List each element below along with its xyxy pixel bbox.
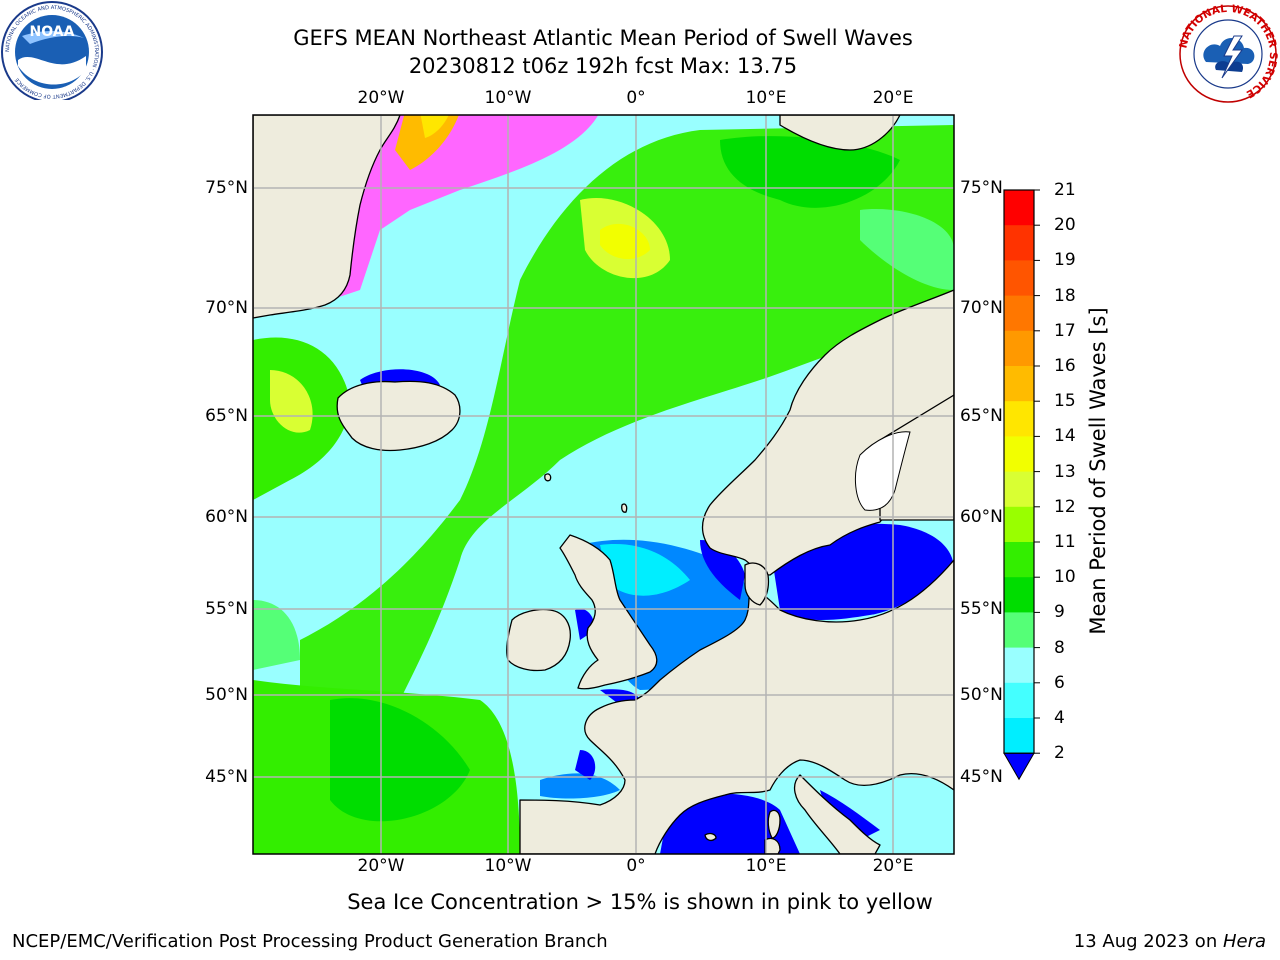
great-britain-land <box>559 534 658 690</box>
colorbar-tick-label: 13 <box>1054 461 1076 482</box>
colorbar-tick-label: 6 <box>1054 672 1065 693</box>
lat-label-right: 65°N <box>960 406 1003 426</box>
lat-label-right: 55°N <box>960 599 1003 619</box>
colorbar-swatch <box>1004 260 1034 297</box>
colorbar-tick-label: 21 <box>1054 180 1076 200</box>
lon-label-top: 10°W <box>484 88 532 108</box>
date-stamp: 13 Aug 2023 on Hera <box>1074 931 1266 952</box>
lon-label-bottom: 10°W <box>484 856 532 876</box>
lat-label-right: 75°N <box>960 178 1003 198</box>
lat-label-left: 45°N <box>205 767 248 787</box>
colorbar-tick-label: 10 <box>1054 567 1076 588</box>
noaa-logo-text: NOAA <box>30 24 75 40</box>
lat-label-right: 60°N <box>960 507 1003 527</box>
lat-label-right: 50°N <box>960 685 1003 705</box>
date-text: 13 Aug 2023 on <box>1073 931 1223 952</box>
graticule <box>253 115 954 854</box>
lon-label-top: 20°W <box>357 88 405 108</box>
colorbar-swatch <box>1004 471 1034 508</box>
lat-label-right: 45°N <box>960 767 1003 787</box>
noaa-logo: NOAA NATIONAL OCEANIC AND ATMOSPHERIC AD… <box>1 1 103 100</box>
colorbar-swatch <box>1004 190 1034 226</box>
colorbar-tick-label: 4 <box>1054 708 1065 728</box>
svalbard-land <box>779 115 901 151</box>
colorbar-tick-label: 2 <box>1054 743 1065 764</box>
lat-label-left: 65°N <box>205 406 248 426</box>
colorbar-swatch <box>1004 401 1034 437</box>
map-title: GEFS MEAN Northeast Atlantic Mean Period… <box>293 26 913 50</box>
sweden-lakes <box>854 431 911 511</box>
lon-label-bottom: 20°W <box>357 856 405 876</box>
colorbar-tick-label: 19 <box>1054 250 1076 271</box>
colorbar-swatch <box>1004 506 1034 543</box>
nws-logo: NATIONAL WEATHER SERVICE <box>1177 3 1279 103</box>
faroe-land <box>544 473 552 482</box>
colorbar-tick-label: 8 <box>1054 637 1065 658</box>
lat-label-left: 60°N <box>205 507 248 527</box>
colorbar-swatch <box>1004 366 1034 402</box>
lon-label-top: 20°E <box>872 88 914 108</box>
colorbar-swatch <box>1004 647 1034 684</box>
colorbar-swatch <box>1004 330 1034 367</box>
colorbar-tick-label: 20 <box>1054 215 1076 236</box>
balearic-land <box>704 832 717 842</box>
lat-label-right: 70°N <box>960 298 1003 318</box>
colorbar-title: Mean Period of Swell Waves [s] <box>1086 307 1110 635</box>
colorbar-swatch <box>1004 295 1034 332</box>
colorbar-swatch <box>1004 542 1034 578</box>
colorbar-tick-label: 17 <box>1054 320 1076 341</box>
machine-name: Hera <box>1222 931 1266 952</box>
lon-label-bottom: 0° <box>626 856 646 876</box>
italy-land <box>793 774 881 854</box>
credit-text: NCEP/EMC/Verification Post Processing Pr… <box>12 931 608 952</box>
colorbar-tick-label: 16 <box>1054 356 1076 376</box>
lat-label-left: 55°N <box>205 599 248 619</box>
corsica-land <box>767 809 781 839</box>
colorbar-tick-label: 12 <box>1054 496 1076 517</box>
lat-label-left: 50°N <box>205 685 248 705</box>
lat-label-left: 75°N <box>205 178 248 198</box>
colorbar-swatch <box>1004 225 1034 261</box>
lon-label-top: 10°E <box>745 88 787 108</box>
colorbar-swatch <box>1004 682 1034 719</box>
sea-ice-caption: Sea Ice Concentration > 15% is shown in … <box>347 890 933 914</box>
map-frame <box>252 114 955 855</box>
colorbar-tick-label: 11 <box>1054 532 1076 552</box>
map-subtitle: 20230812 t06z 192h fcst Max: 13.75 <box>408 54 798 78</box>
lon-label-top: 0° <box>626 88 646 108</box>
lon-label-bottom: 10°E <box>745 856 787 876</box>
lon-label-bottom: 20°E <box>872 856 914 876</box>
colorbar-tick-label: 9 <box>1054 602 1065 623</box>
colorbar-tick-label: 18 <box>1054 285 1076 306</box>
colorbar-swatch <box>1004 718 1034 754</box>
swell-period-field <box>253 115 954 854</box>
colorbar-extend-arrow <box>1003 752 1035 781</box>
shetland-land <box>621 503 628 513</box>
lat-label-left: 70°N <box>205 298 248 318</box>
colorbar-tick-label: 14 <box>1054 426 1076 447</box>
colorbar-swatch <box>1004 436 1034 473</box>
colorbar-tick-label: 15 <box>1054 391 1076 412</box>
colorbar-swatch <box>1004 612 1034 649</box>
colorbar-swatch <box>1004 577 1034 613</box>
